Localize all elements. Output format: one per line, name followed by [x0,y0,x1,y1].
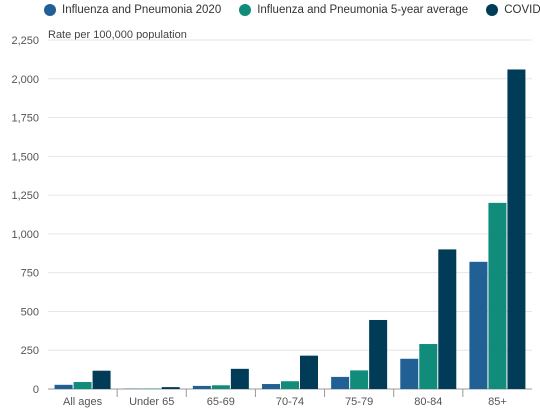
bar-0-3 [262,384,280,389]
bar-2-5 [438,249,457,389]
legend-label-covid: COVID-19 [504,4,540,16]
y-tick-label: 1,750 [11,113,39,125]
bar-0-4 [331,376,350,389]
bar-0-2 [192,385,211,389]
bar-0-5 [400,358,419,389]
legend-swatch-covid [486,4,499,16]
y-axis-label: Rate per 100,000 population [48,29,187,41]
legend-swatch-flu-5yr [239,4,252,16]
x-tick-label: All ages [63,396,103,408]
bar-2-4 [369,319,388,389]
bar-2-3 [300,355,318,389]
bar-0-0 [54,384,73,389]
x-tick-label: 80-84 [414,396,442,408]
legend-swatch-flu-2020 [44,4,56,16]
bar-1-0 [73,382,92,389]
y-tick-label: 750 [21,268,39,280]
bar-2-1 [161,387,180,389]
y-tick-label: 1,250 [11,190,39,202]
bar-2-2 [230,368,249,389]
bar-1-6 [488,202,507,389]
legend-label-flu-2020: Influenza and Pneumonia 2020 [62,4,222,16]
bar-0-6 [469,261,488,389]
y-tick-label: 250 [21,345,39,357]
bar-2-0 [92,370,111,389]
y-tick-label: 2,250 [11,35,39,47]
bar-2-6 [507,69,526,390]
x-tick-label: 70-74 [276,396,304,408]
y-tick-label: 1,000 [11,229,39,241]
y-tick-label: 1,500 [11,151,39,163]
y-tick-label: 0 [33,384,39,396]
chart-legend: Influenza and Pneumonia 2020 Influenza a… [44,4,540,16]
y-tick-label: 500 [21,306,39,318]
legend-label-flu-5yr: Influenza and Pneumonia 5-year average [257,4,469,16]
bar-1-2 [211,385,230,389]
x-tick-label: 65-69 [207,396,235,408]
x-tick-label: 85+ [488,396,507,408]
bar-1-5 [419,344,438,389]
y-tick-label: 2,000 [11,74,39,86]
legend-item-flu-5yr: Influenza and Pneumonia 5-year average [239,4,468,16]
bar-1-3 [281,381,299,389]
legend-item-covid: COVID-19 [486,4,540,16]
x-tick-label: Under 65 [129,396,174,408]
legend-item-flu-2020: Influenza and Pneumonia 2020 [44,4,221,16]
bar-1-4 [350,370,369,389]
x-tick-label: 75-79 [345,396,373,408]
